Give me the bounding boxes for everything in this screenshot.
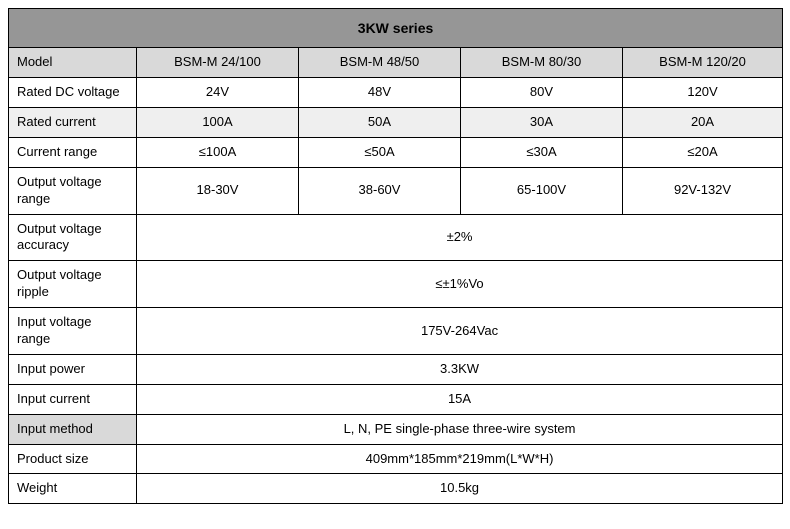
series-title: 3KW series [9,9,783,48]
model-col-2: BSM-M 80/30 [461,48,623,78]
row-label: Output voltage accuracy [9,214,137,261]
table-row: Weight10.5kg [9,474,783,504]
row-value: 10.5kg [137,474,783,504]
row-value: 30A [461,107,623,137]
row-value: 38-60V [299,167,461,214]
model-col-3: BSM-M 120/20 [623,48,783,78]
row-label: Input voltage range [9,308,137,355]
row-label: Product size [9,444,137,474]
row-label: Weight [9,474,137,504]
row-value: ≤100A [137,137,299,167]
spec-table: 3KW seriesModelBSM-M 24/100BSM-M 48/50BS… [8,8,783,504]
header-row: ModelBSM-M 24/100BSM-M 48/50BSM-M 80/30B… [9,48,783,78]
row-value: ±2% [137,214,783,261]
title-row: 3KW series [9,9,783,48]
row-value: ≤±1%Vo [137,261,783,308]
header-label: Model [9,48,137,78]
model-col-1: BSM-M 48/50 [299,48,461,78]
row-value: L, N, PE single-phase three-wire system [137,414,783,444]
row-label: Rated current [9,107,137,137]
row-label: Input method [9,414,137,444]
row-value: 175V-264Vac [137,308,783,355]
table-row: Rated DC voltage24V48V80V120V [9,78,783,108]
row-label: Output voltage ripple [9,261,137,308]
row-label: Output voltage range [9,167,137,214]
row-value: 100A [137,107,299,137]
table-row: Input methodL, N, PE single-phase three-… [9,414,783,444]
row-value: 20A [623,107,783,137]
row-value: 65-100V [461,167,623,214]
table-row: Product size409mm*185mm*219mm(L*W*H) [9,444,783,474]
row-value: 18-30V [137,167,299,214]
row-value: 24V [137,78,299,108]
table-row: Output voltage accuracy±2% [9,214,783,261]
row-value: 3.3KW [137,354,783,384]
table-row: Current range≤100A≤50A≤30A≤20A [9,137,783,167]
row-label: Input current [9,384,137,414]
row-value: 80V [461,78,623,108]
row-value: ≤30A [461,137,623,167]
row-value: 15A [137,384,783,414]
row-value: ≤50A [299,137,461,167]
row-value: 92V-132V [623,167,783,214]
row-value: ≤20A [623,137,783,167]
row-value: 50A [299,107,461,137]
table-row: Input power3.3KW [9,354,783,384]
table-row: Output voltage range18-30V38-60V65-100V9… [9,167,783,214]
row-label: Rated DC voltage [9,78,137,108]
row-label: Current range [9,137,137,167]
table-row: Input current15A [9,384,783,414]
row-value: 120V [623,78,783,108]
row-label: Input power [9,354,137,384]
row-value: 48V [299,78,461,108]
table-row: Output voltage ripple≤±1%Vo [9,261,783,308]
table-row: Rated current100A50A30A20A [9,107,783,137]
table-row: Input voltage range175V-264Vac [9,308,783,355]
row-value: 409mm*185mm*219mm(L*W*H) [137,444,783,474]
model-col-0: BSM-M 24/100 [137,48,299,78]
